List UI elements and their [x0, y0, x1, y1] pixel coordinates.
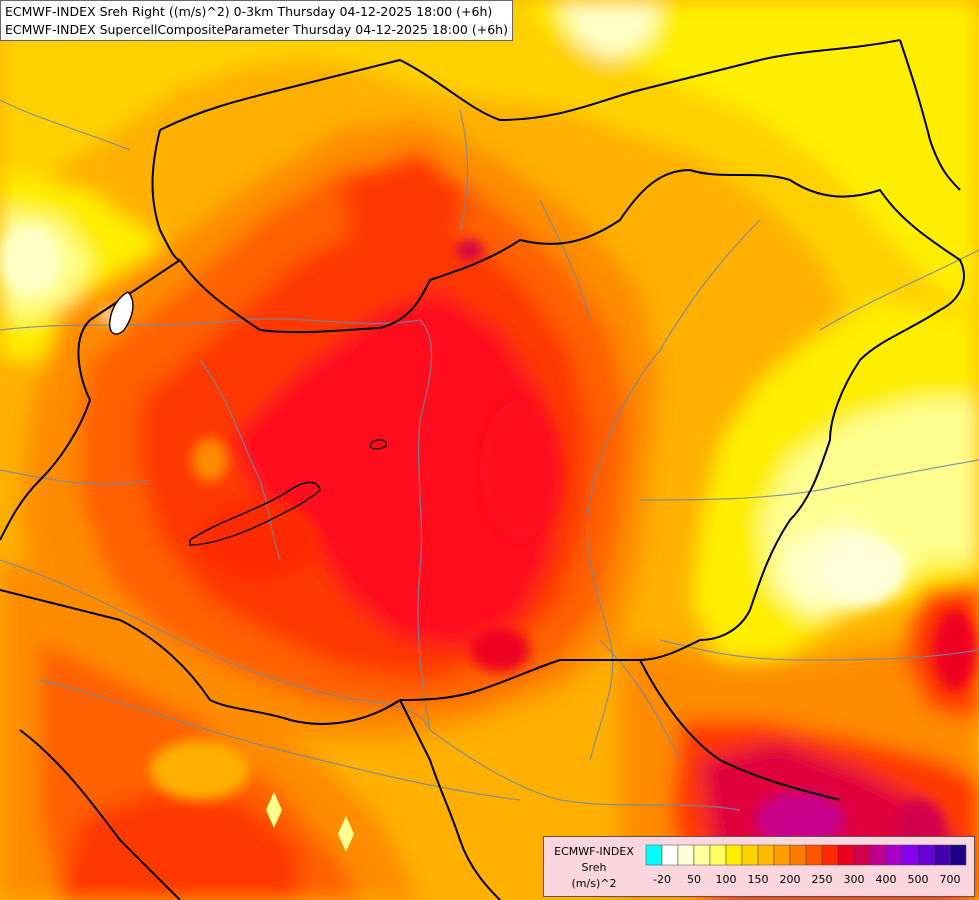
- title-box: ECMWF-INDEX Sreh Right ((m/s)^2) 0-3km T…: [0, 0, 513, 41]
- country-borders: [0, 39, 965, 900]
- field-amber-patch: [192, 438, 228, 482]
- legend-tick-label: 500: [908, 873, 929, 886]
- lake-velence: [369, 439, 387, 450]
- field-amber-sw: [150, 740, 250, 800]
- legend-swatch: [949, 844, 967, 866]
- title-sreh: ECMWF-INDEX Sreh Right ((m/s)^2) 0-3km T…: [5, 4, 493, 19]
- river-north-1: [459, 109, 469, 231]
- river-mures: [659, 639, 979, 661]
- border-sw: [19, 729, 181, 900]
- field-dark-south: [470, 628, 530, 672]
- title-scp: ECMWF-INDEX SupercellCompositeParameter …: [5, 22, 508, 37]
- legend-swatch: [661, 844, 679, 866]
- river-tisza: [586, 219, 761, 761]
- legend-swatch: [869, 844, 887, 866]
- legend-tick-label: 300: [844, 873, 865, 886]
- legend-swatch: [917, 844, 935, 866]
- border-romania: [639, 659, 841, 801]
- river-sava: [39, 679, 521, 801]
- field-crimson-east: [933, 610, 977, 690]
- scp-marker-2: [338, 816, 354, 852]
- legend-swatch: [757, 844, 775, 866]
- field-red-north: [340, 150, 470, 260]
- field-red-core2: [200, 500, 320, 580]
- river-west-2: [0, 469, 151, 485]
- field-red-core: [480, 400, 560, 540]
- legend-swatch: [709, 844, 727, 866]
- legend-swatch: [837, 844, 855, 866]
- legend-swatch: [773, 844, 791, 866]
- river-south-1: [599, 639, 681, 761]
- legend-unit: (m/s)^2: [571, 877, 617, 890]
- legend-tick-label: 200: [780, 873, 801, 886]
- legend-swatch: [933, 844, 951, 866]
- legend-swatch: [677, 844, 695, 866]
- legend-tick-label: 250: [812, 873, 833, 886]
- legend-tick-label: 400: [876, 873, 897, 886]
- scp-marker-1: [266, 792, 282, 828]
- river-east-1: [819, 249, 979, 331]
- legend-tick-label: 150: [748, 873, 769, 886]
- lake-neusiedl: [109, 291, 134, 335]
- river-drava: [0, 559, 431, 731]
- legend-swatch: [805, 844, 823, 866]
- legend-swatch: [901, 844, 919, 866]
- river-west-1: [0, 99, 131, 151]
- legend-swatch: [693, 844, 711, 866]
- legend-swatch: [789, 844, 807, 866]
- legend-swatch: [853, 844, 871, 866]
- river-danube: [0, 318, 741, 811]
- river-north-2: [539, 199, 591, 321]
- legend: ECMWF-INDEX Sreh (m/s)^2 -20 50 100 150 200 2…: [543, 836, 975, 897]
- border-hungary: [179, 169, 965, 701]
- border-serbia: [399, 699, 501, 900]
- border-croatia: [0, 589, 401, 725]
- legend-tick-label: 50: [687, 873, 701, 886]
- legend-swatch: [885, 844, 903, 866]
- legend-swatch: [741, 844, 759, 866]
- legend-colorbar: -20 50 100 150 200 250 300 400 500 700: [645, 844, 967, 886]
- field-pale-north: [520, 0, 979, 320]
- border-ukraine: [899, 39, 961, 191]
- legend-tick-label: -20: [653, 873, 671, 886]
- field-south-red: [60, 790, 300, 900]
- field-light-west: [0, 225, 60, 295]
- legend-swatch: [645, 844, 663, 866]
- legend-swatch: [821, 844, 839, 866]
- field-light-east: [815, 535, 905, 605]
- legend-tick-label: 100: [716, 873, 737, 886]
- rivers: [0, 99, 979, 811]
- field-light-north: [560, 0, 660, 60]
- border-slovakia-north: [159, 39, 901, 131]
- field-red: [230, 290, 560, 650]
- legend-parameter: Sreh: [581, 861, 607, 874]
- field-magenta-se: [755, 792, 845, 848]
- legend-model: ECMWF-INDEX: [554, 845, 634, 858]
- border-austria: [151, 129, 181, 261]
- legend-swatch: [725, 844, 743, 866]
- lake-balaton: [189, 481, 321, 546]
- legend-tick-label: 700: [940, 873, 961, 886]
- field-magenta-north: [456, 240, 484, 260]
- river-east-2: [639, 459, 979, 501]
- river-raba: [199, 359, 281, 561]
